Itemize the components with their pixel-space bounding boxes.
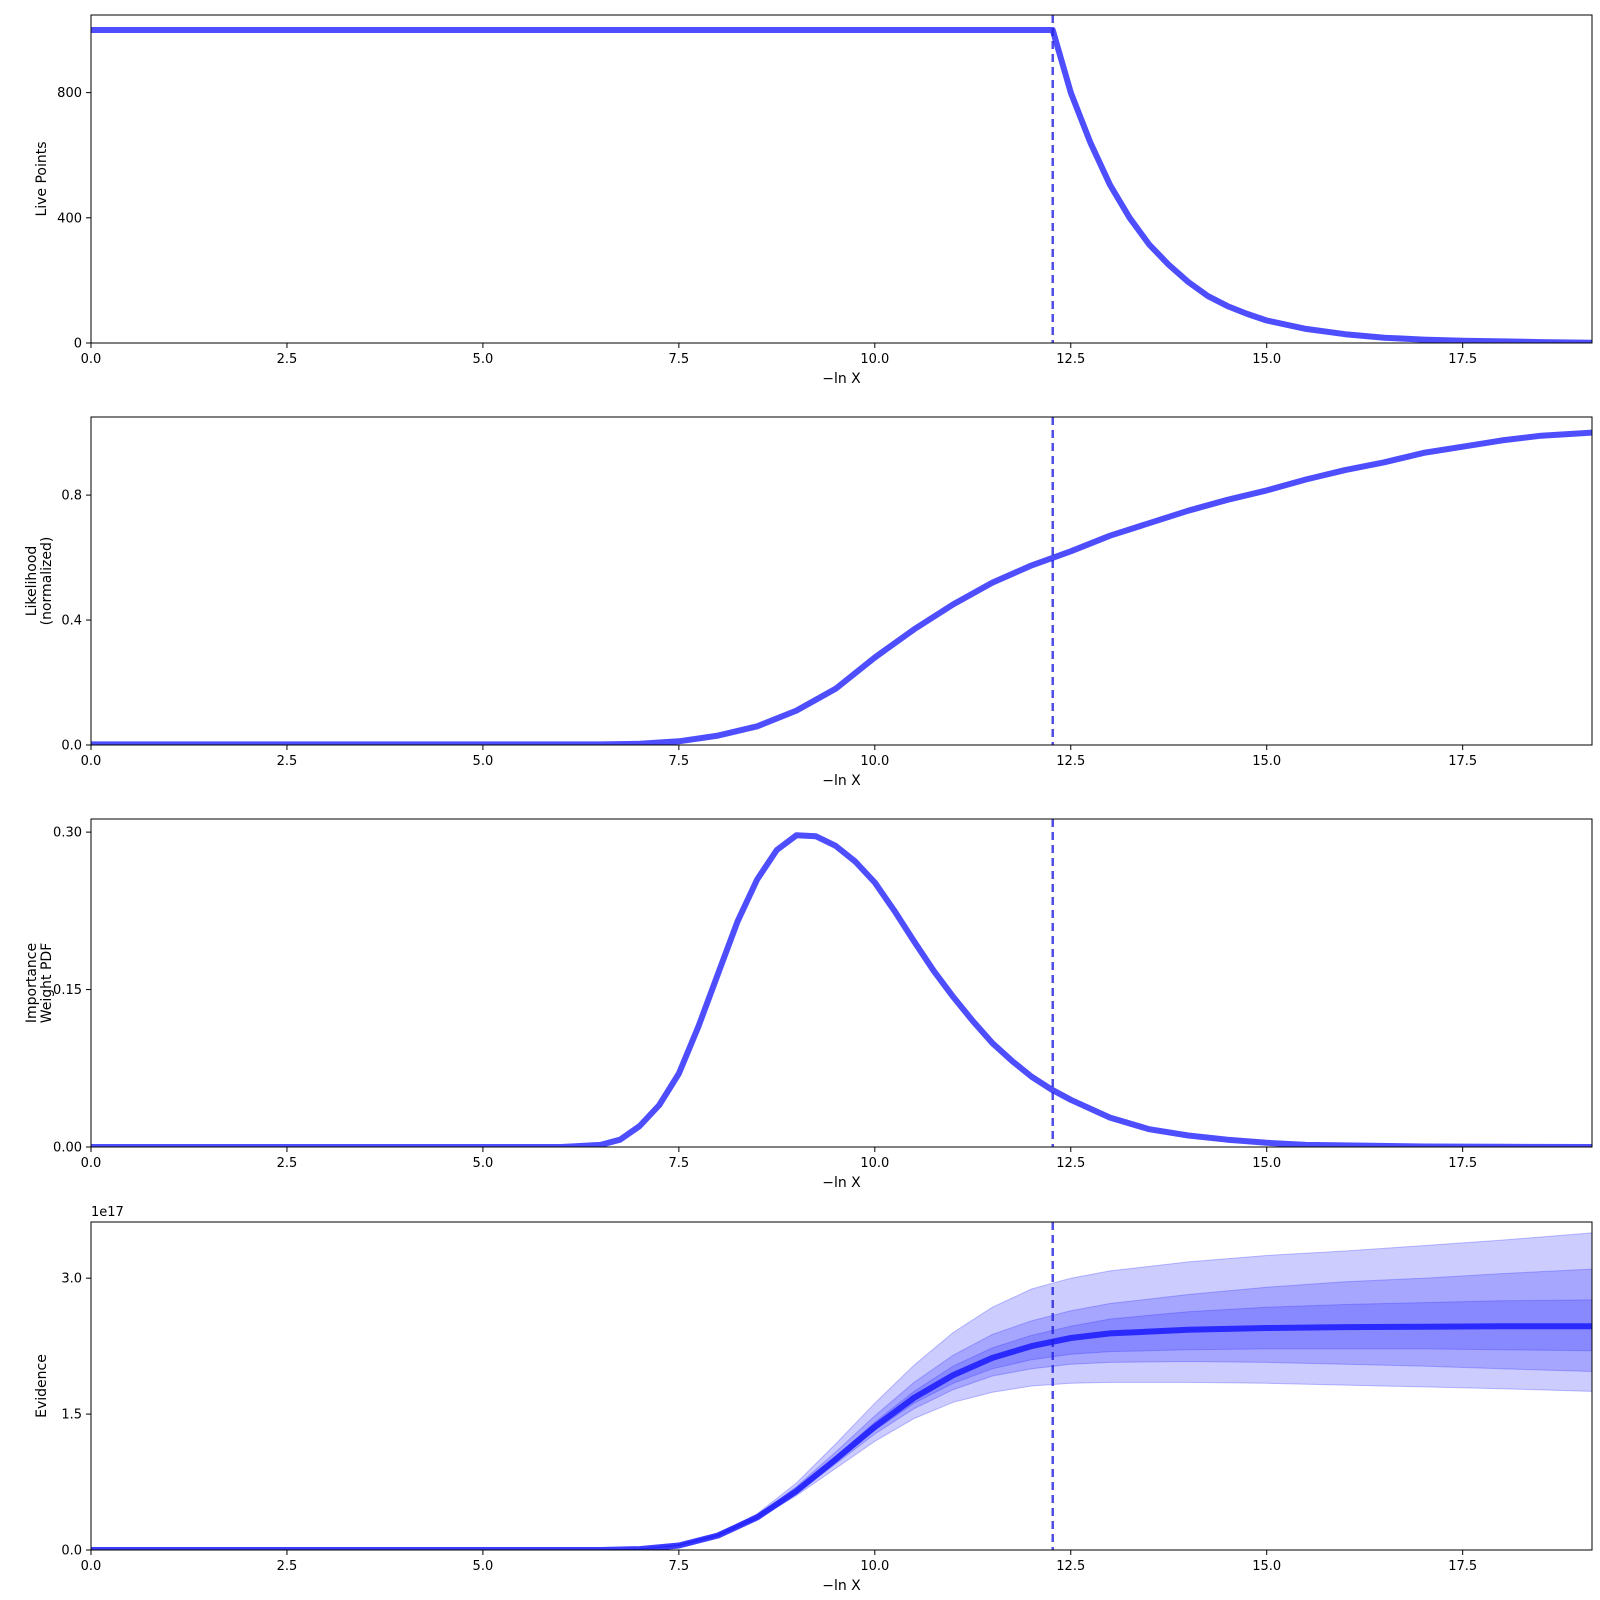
x-tick-label: 15.0 bbox=[1252, 1156, 1281, 1171]
x-tick-label: 2.5 bbox=[277, 1559, 298, 1574]
x-tick-label: 7.5 bbox=[669, 352, 690, 367]
x-tick-label: 10.0 bbox=[860, 754, 889, 769]
series-line-1 bbox=[91, 832, 1592, 1147]
x-tick-label: 0.0 bbox=[81, 1559, 102, 1574]
x-tick-label: 5.0 bbox=[473, 352, 494, 367]
y-axis-label: Live Points bbox=[34, 141, 50, 216]
plot-area bbox=[91, 417, 1592, 745]
x-tick-label: 10.0 bbox=[860, 1156, 889, 1171]
y-axis-label: Importance bbox=[24, 943, 40, 1023]
x-tick-label: 2.5 bbox=[277, 352, 298, 367]
y-axis-label: Likelihood bbox=[24, 546, 40, 617]
y-axis-label: Weight PDF bbox=[39, 943, 55, 1024]
confidence-band-1 bbox=[91, 1232, 1592, 1550]
x-tick-label: 17.5 bbox=[1448, 754, 1477, 769]
x-tick-label: 7.5 bbox=[669, 754, 690, 769]
axes-frame bbox=[90, 14, 1593, 344]
x-tick-label: 12.5 bbox=[1056, 754, 1085, 769]
x-tick-label: 7.5 bbox=[669, 1559, 690, 1574]
x-tick-label: 7.5 bbox=[669, 1156, 690, 1171]
plot-area bbox=[91, 1222, 1592, 1550]
y-tick-label: 0 bbox=[74, 337, 82, 352]
y-tick-label: 0.00 bbox=[53, 1141, 82, 1156]
x-tick-label: 17.5 bbox=[1448, 1156, 1477, 1171]
x-tick-label: 17.5 bbox=[1448, 352, 1477, 367]
axes-frame bbox=[90, 416, 1593, 746]
series-line-1 bbox=[91, 429, 1592, 745]
axes-frame bbox=[90, 818, 1593, 1148]
evidence-median-line bbox=[91, 1323, 1592, 1550]
x-tick-label: 2.5 bbox=[277, 1156, 298, 1171]
y-tick-label: 800 bbox=[57, 86, 82, 101]
panel-2: 0.0 2.5 5.0 7.5 10.0 12.5 15.0 17.5 0.0 0.4 0.8 −ln… bbox=[24, 416, 1593, 789]
x-tick-label: 15.0 bbox=[1252, 754, 1281, 769]
x-axis-label: −ln X bbox=[822, 773, 861, 789]
x-tick-label: 5.0 bbox=[473, 754, 494, 769]
y-tick-label: 0.8 bbox=[61, 489, 82, 504]
y-tick-label: 0.0 bbox=[61, 739, 82, 754]
panels: 0.0 2.5 5.0 7.5 10.0 12.5 15.0 17.5 0 400 800 −ln X… bbox=[24, 14, 1593, 1594]
y-tick-label: 3.0 bbox=[61, 1272, 82, 1287]
y-tick-label: 0.0 bbox=[61, 1544, 82, 1559]
x-tick-label: 12.5 bbox=[1056, 352, 1085, 367]
x-tick-label: 2.5 bbox=[277, 754, 298, 769]
axes-frame bbox=[90, 1221, 1593, 1551]
plot-area bbox=[91, 15, 1592, 343]
y-axis-label: (normalized) bbox=[39, 537, 55, 626]
x-tick-label: 17.5 bbox=[1448, 1559, 1477, 1574]
confidence-band-2 bbox=[91, 1268, 1592, 1550]
y-offset-label: 1e17 bbox=[91, 1205, 124, 1220]
panel-3: 0.0 2.5 5.0 7.5 10.0 12.5 15.0 17.5 0.00 0.15 0.30… bbox=[24, 818, 1593, 1191]
y-tick-label: 400 bbox=[57, 211, 82, 226]
x-tick-label: 0.0 bbox=[81, 1156, 102, 1171]
x-tick-label: 5.0 bbox=[473, 1559, 494, 1574]
x-tick-label: 0.0 bbox=[81, 754, 102, 769]
x-tick-label: 12.5 bbox=[1056, 1156, 1085, 1171]
x-axis-label: −ln X bbox=[822, 1175, 861, 1191]
plot-area bbox=[91, 819, 1592, 1147]
x-tick-label: 15.0 bbox=[1252, 1559, 1281, 1574]
x-axis-label: −ln X bbox=[822, 371, 861, 387]
x-tick-label: 10.0 bbox=[860, 1559, 889, 1574]
y-tick-label: 0.15 bbox=[53, 983, 82, 998]
y-tick-label: 0.4 bbox=[61, 614, 82, 629]
panel-1: 0.0 2.5 5.0 7.5 10.0 12.5 15.0 17.5 0 400 800 −ln X… bbox=[34, 14, 1593, 387]
x-tick-label: 10.0 bbox=[860, 352, 889, 367]
series-line-1 bbox=[91, 27, 1592, 343]
y-axis-label: Evidence bbox=[34, 1354, 50, 1418]
x-tick-label: 12.5 bbox=[1056, 1559, 1085, 1574]
panel-4: 0.0 2.5 5.0 7.5 10.0 12.5 15.0 17.5 0.0 1.5 3.0 −ln… bbox=[34, 1205, 1593, 1594]
y-tick-label: 0.30 bbox=[53, 826, 82, 841]
y-tick-label: 1.5 bbox=[61, 1408, 82, 1423]
x-tick-label: 5.0 bbox=[473, 1156, 494, 1171]
x-tick-label: 0.0 bbox=[81, 352, 102, 367]
x-tick-label: 15.0 bbox=[1252, 352, 1281, 367]
x-axis-label: −ln X bbox=[822, 1578, 861, 1594]
